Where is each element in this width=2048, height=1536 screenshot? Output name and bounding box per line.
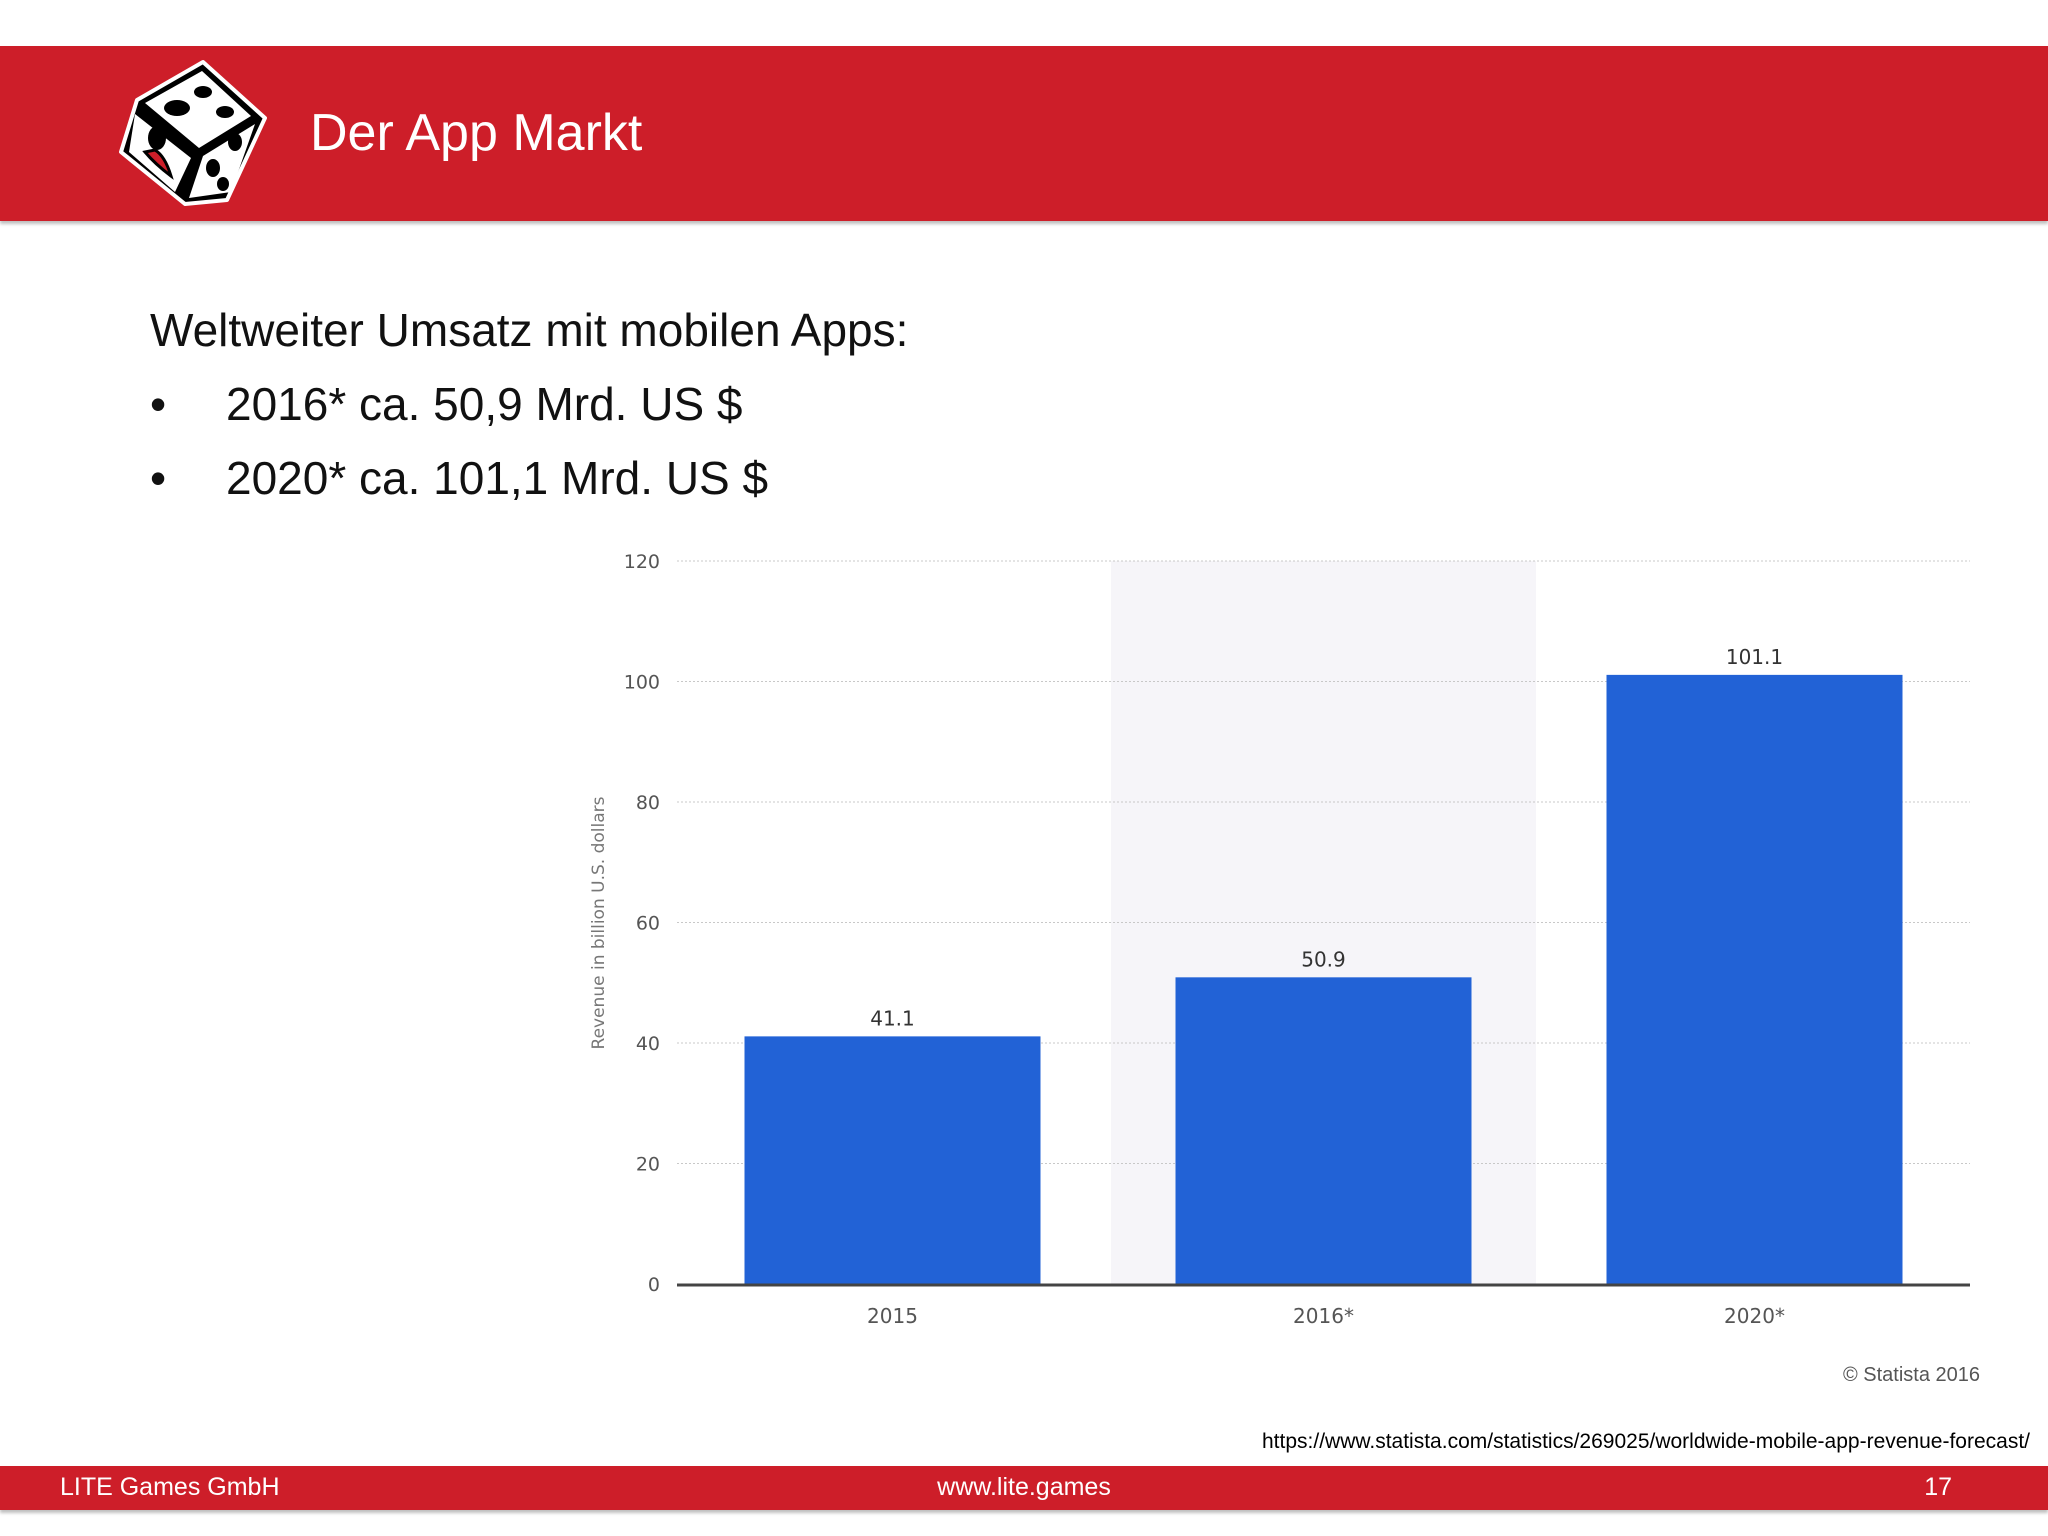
source-url: https://www.statista.com/statistics/2690… [1262,1430,2030,1453]
dice-logo-icon [119,60,267,206]
bullet-icon: • [150,452,167,504]
y-tick-label: 60 [636,913,660,935]
y-tick-label: 80 [636,792,660,814]
data-label: 101.1 [1726,645,1783,669]
y-tick-label: 120 [624,551,660,573]
y-axis-label: Revenue in billion U.S. dollars [589,796,609,1049]
footer-page-number: 17 [1924,1473,1952,1501]
bullet-text: 2020* ca. 101,1 Mrd. US $ [226,452,769,504]
y-tick-label: 0 [648,1274,660,1296]
data-label: 41.1 [870,1006,915,1030]
x-tick-label: 2015 [867,1304,918,1328]
bar-2020 [1606,674,1903,1284]
y-tick-label: 100 [624,672,660,694]
footer-bar [0,1466,2048,1510]
bullet-text: 2016* ca. 50,9 Mrd. US $ [226,378,743,430]
x-tick-label: 2016* [1293,1304,1354,1328]
bar-2015 [744,1036,1041,1284]
page-title: Der App Markt [310,104,643,162]
data-label: 50.9 [1301,947,1346,971]
bar-2016 [1175,977,1472,1284]
chart-credit: © Statista 2016 [1843,1364,1980,1386]
footer-website: www.lite.games [937,1473,1111,1501]
header-bar [0,46,2048,221]
y-tick-label: 20 [636,1154,660,1176]
y-tick-label: 40 [636,1033,660,1055]
footer-company: LITE Games GmbH [60,1473,280,1501]
intro-text: Weltweiter Umsatz mit mobilen Apps: [150,304,909,356]
bullet-icon: • [150,378,167,430]
x-tick-label: 2020* [1724,1304,1785,1328]
